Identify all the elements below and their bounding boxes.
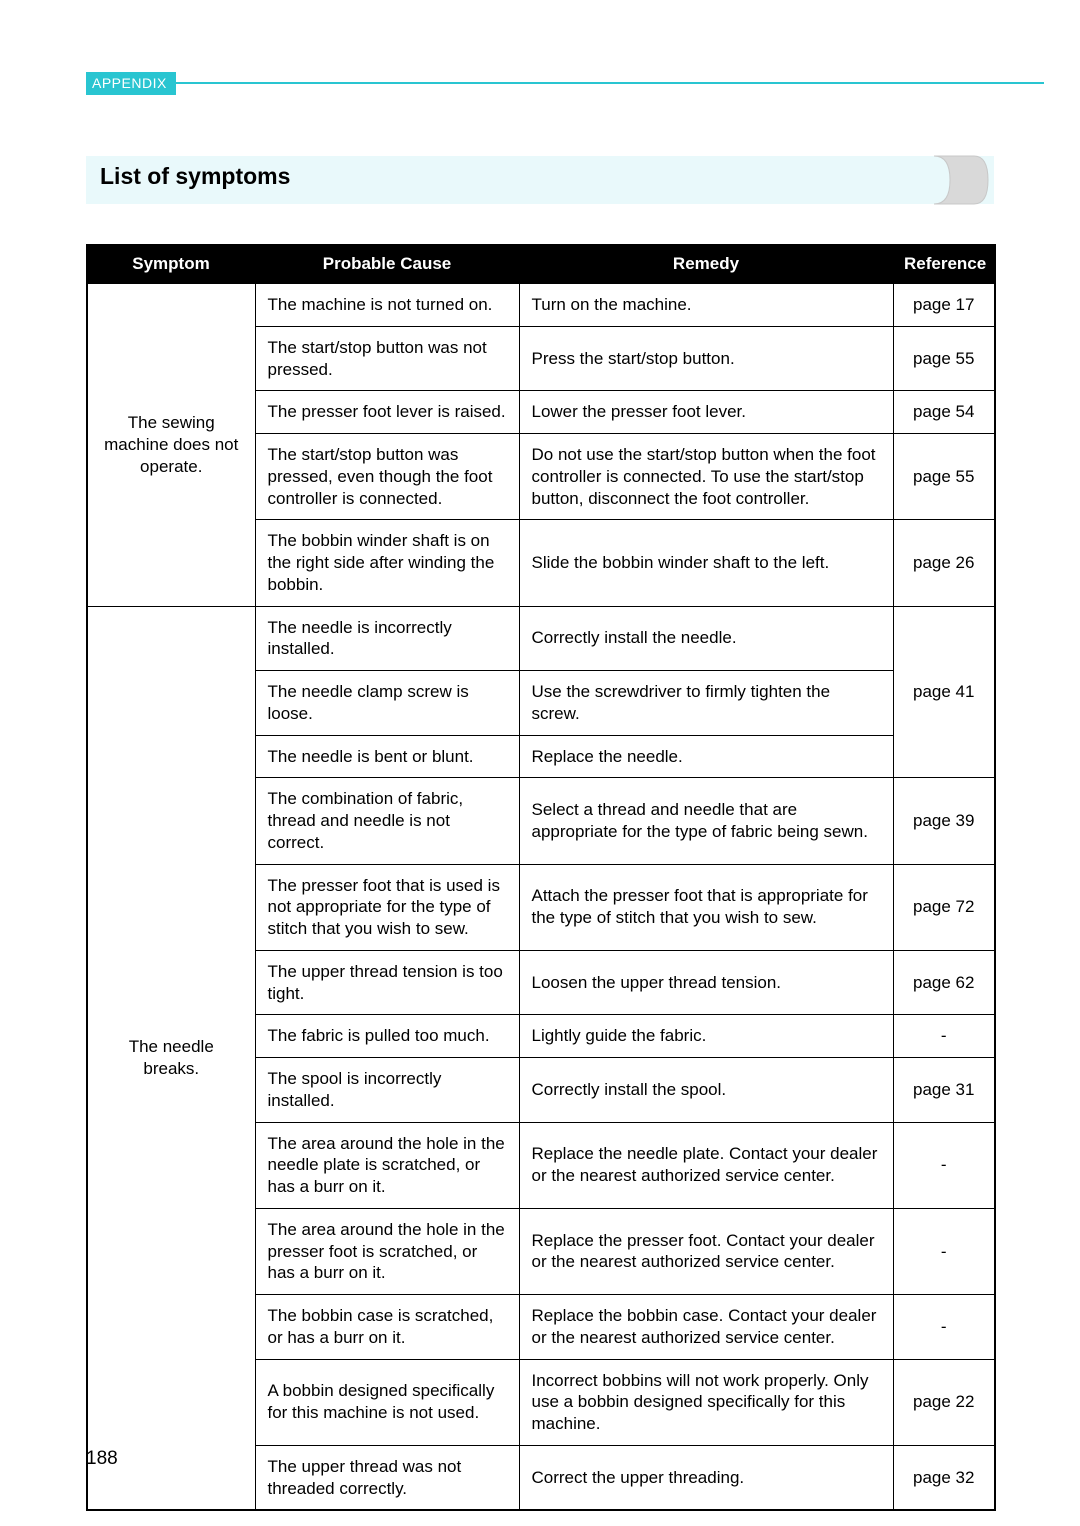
reference-cell: page 41 [893, 606, 995, 778]
page: APPENDIX List of symptoms Symptom Probab… [0, 0, 1080, 1526]
cause-cell: The presser foot that is used is not app… [255, 864, 519, 950]
reference-cell: page 72 [893, 864, 995, 950]
remedy-cell: Slide the bobbin winder shaft to the lef… [519, 520, 893, 606]
remedy-cell: Replace the needle. [519, 735, 893, 778]
reference-cell: - [893, 1015, 995, 1058]
cause-cell: The start/stop button was not pressed. [255, 326, 519, 391]
remedy-cell: Select a thread and needle that are appr… [519, 778, 893, 864]
reference-cell: page 62 [893, 950, 995, 1015]
symptom-cell: The needle breaks. [87, 606, 255, 1510]
symptoms-table: Symptom Probable Cause Remedy Reference … [86, 244, 996, 1511]
remedy-cell: Incorrect bobbins will not work properly… [519, 1359, 893, 1445]
section-title: List of symptoms [100, 163, 290, 190]
remedy-cell: Do not use the start/stop button when th… [519, 434, 893, 520]
cause-cell: The combination of fabric, thread and ne… [255, 778, 519, 864]
reference-cell: page 17 [893, 283, 995, 326]
symptoms-table-wrap: Symptom Probable Cause Remedy Reference … [86, 244, 994, 1511]
reference-cell: page 54 [893, 391, 995, 434]
remedy-cell: Attach the presser foot that is appropri… [519, 864, 893, 950]
cause-cell: The upper thread was not threaded correc… [255, 1445, 519, 1510]
reference-cell: page 22 [893, 1359, 995, 1445]
remedy-cell: Replace the presser foot. Contact your d… [519, 1208, 893, 1294]
table-body: The sewing machine does not operate.The … [87, 283, 995, 1510]
cause-cell: The needle is incorrectly installed. [255, 606, 519, 671]
reference-cell: page 26 [893, 520, 995, 606]
reference-cell: - [893, 1122, 995, 1208]
th-reference: Reference [893, 245, 995, 283]
table-row: The needle breaks.The needle is incorrec… [87, 606, 995, 671]
th-cause: Probable Cause [255, 245, 519, 283]
section-arrow-icon [930, 148, 994, 212]
cause-cell: The start/stop button was pressed, even … [255, 434, 519, 520]
remedy-cell: Turn on the machine. [519, 283, 893, 326]
remedy-cell: Use the screwdriver to firmly tighten th… [519, 671, 893, 736]
remedy-cell: Replace the needle plate. Contact your d… [519, 1122, 893, 1208]
remedy-cell: Press the start/stop button. [519, 326, 893, 391]
remedy-cell: Replace the bobbin case. Contact your de… [519, 1295, 893, 1360]
cause-cell: The needle is bent or blunt. [255, 735, 519, 778]
remedy-cell: Correctly install the spool. [519, 1058, 893, 1123]
reference-cell: page 32 [893, 1445, 995, 1510]
header-rule [86, 82, 1044, 84]
cause-cell: The area around the hole in the presser … [255, 1208, 519, 1294]
header-section-label: APPENDIX [92, 75, 167, 91]
cause-cell: The needle clamp screw is loose. [255, 671, 519, 736]
reference-cell: - [893, 1208, 995, 1294]
reference-cell: page 39 [893, 778, 995, 864]
th-symptom: Symptom [87, 245, 255, 283]
cause-cell: The fabric is pulled too much. [255, 1015, 519, 1058]
cause-cell: The presser foot lever is raised. [255, 391, 519, 434]
reference-cell: page 55 [893, 434, 995, 520]
table-row: The sewing machine does not operate.The … [87, 283, 995, 326]
remedy-cell: Loosen the upper thread tension. [519, 950, 893, 1015]
cause-cell: A bobbin designed specifically for this … [255, 1359, 519, 1445]
reference-cell: - [893, 1295, 995, 1360]
th-remedy: Remedy [519, 245, 893, 283]
remedy-cell: Lower the presser foot lever. [519, 391, 893, 434]
cause-cell: The machine is not turned on. [255, 283, 519, 326]
symptom-cell: The sewing machine does not operate. [87, 283, 255, 606]
page-number: 188 [86, 1448, 118, 1470]
remedy-cell: Correct the upper threading. [519, 1445, 893, 1510]
cause-cell: The bobbin case is scratched, or has a b… [255, 1295, 519, 1360]
remedy-cell: Lightly guide the fabric. [519, 1015, 893, 1058]
cause-cell: The upper thread tension is too tight. [255, 950, 519, 1015]
table-header-row: Symptom Probable Cause Remedy Reference [87, 245, 995, 283]
cause-cell: The bobbin winder shaft is on the right … [255, 520, 519, 606]
reference-cell: page 31 [893, 1058, 995, 1123]
cause-cell: The area around the hole in the needle p… [255, 1122, 519, 1208]
reference-cell: page 55 [893, 326, 995, 391]
cause-cell: The spool is incorrectly installed. [255, 1058, 519, 1123]
remedy-cell: Correctly install the needle. [519, 606, 893, 671]
